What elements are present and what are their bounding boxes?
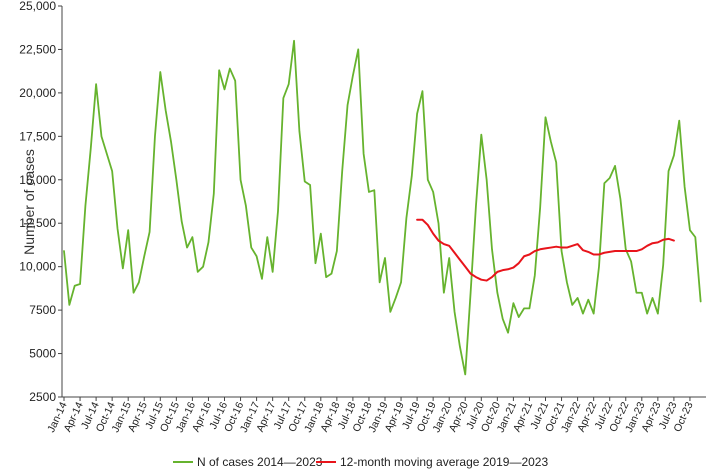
x-axis: Jan-14Apr-14Jul-14Oct-14Jan-15Apr-15Jul-… [45, 396, 706, 434]
y-tick-label: 22,500 [19, 42, 56, 56]
series-line-cases [63, 39, 702, 376]
legend: N of cases 2014—2023 12-month moving ave… [173, 455, 548, 469]
y-tick-label: 17,500 [19, 129, 56, 143]
y-tick-label: 20,000 [19, 86, 56, 100]
y-tick-label: 10,000 [19, 260, 56, 274]
y-tick-label: 15,000 [19, 173, 56, 187]
legend-label-cases: N of cases 2014—2023 [197, 455, 323, 469]
y-tick-label: 5000 [29, 347, 56, 361]
legend-label-moving-average: 12-month moving average 2019—2023 [340, 455, 548, 469]
y-tick-label: 25,000 [19, 0, 56, 13]
y-tick-label: 2500 [29, 390, 56, 404]
y-tick-label: 12,500 [19, 216, 56, 230]
y-axis-title: Number of cases [21, 149, 37, 255]
y-tick-label: 7500 [29, 303, 56, 317]
series-layer [63, 39, 702, 376]
y-axis: 2500 5000 7500 10,000 12,500 15,000 17,500 20,0… [19, 0, 63, 404]
series-line-moving-average [416, 218, 675, 282]
